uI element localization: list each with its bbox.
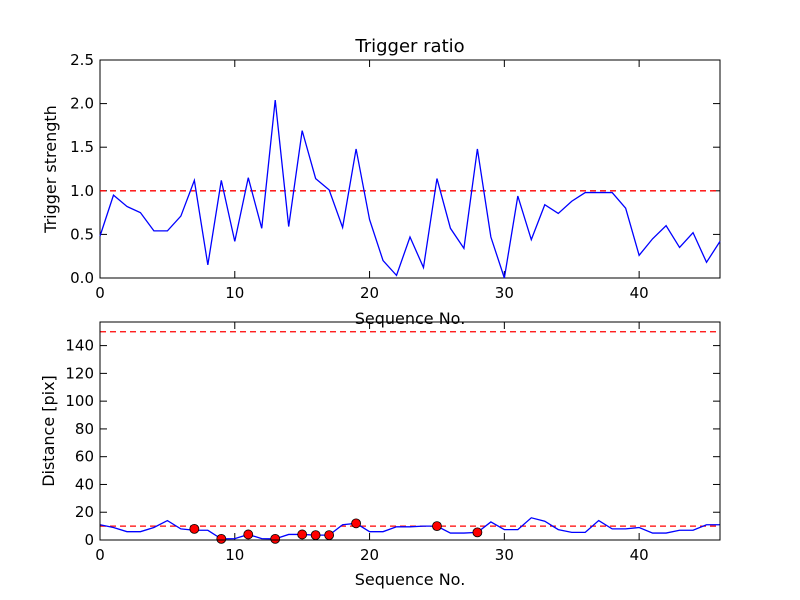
y-tick-label: 80 bbox=[75, 420, 94, 438]
y-tick-label: 140 bbox=[65, 337, 94, 355]
x-tick-label: 0 bbox=[95, 546, 105, 564]
y-tick-label: 1.0 bbox=[70, 182, 94, 200]
x-tick-label: 20 bbox=[360, 284, 379, 302]
trigger-ratio-chart: 0 10 20 30 40 0.0 0.5 1.0 1.5 2.0 2.5 Trigger rati… bbox=[41, 36, 721, 328]
y-axis-label: Distance [pix] bbox=[39, 375, 58, 487]
x-tick-label: 10 bbox=[225, 284, 244, 302]
plot-frame bbox=[99, 59, 721, 279]
x-tick-label: 20 bbox=[360, 546, 379, 564]
x-tick-label: 40 bbox=[630, 546, 649, 564]
y-tick-label: 0.5 bbox=[70, 225, 94, 243]
data-point-marker bbox=[324, 530, 335, 541]
data-point-marker bbox=[297, 529, 308, 540]
plot-frame bbox=[99, 321, 721, 541]
x-tick-label: 0 bbox=[95, 284, 105, 302]
series-line bbox=[99, 517, 720, 540]
x-tick-label: 30 bbox=[495, 284, 514, 302]
y-tick-label: 20 bbox=[75, 503, 94, 521]
y-tick-label: 120 bbox=[65, 364, 94, 382]
y-tick-label: 0 bbox=[84, 531, 94, 549]
x-tick-label: 30 bbox=[495, 546, 514, 564]
series-line bbox=[99, 100, 721, 279]
y-tick-label: 100 bbox=[65, 392, 94, 410]
x-axis-label: Sequence No. bbox=[355, 309, 466, 328]
x-tick-label: 40 bbox=[630, 284, 649, 302]
data-point-marker bbox=[432, 521, 442, 532]
plot-lines bbox=[99, 331, 720, 544]
data-point-marker bbox=[189, 523, 200, 534]
y-tick-label: 40 bbox=[75, 475, 94, 493]
chart-title: Trigger ratio bbox=[354, 36, 464, 57]
data-point-marker bbox=[216, 533, 227, 544]
y-tick-label: 0.0 bbox=[70, 269, 94, 287]
plot-lines bbox=[99, 100, 721, 279]
y-tick-label: 2.0 bbox=[70, 95, 94, 113]
distance-chart: 0 10 20 30 40 0 20 40 60 80 100 120 140 Distance [pi… bbox=[39, 321, 721, 589]
y-tick-label: 1.5 bbox=[70, 138, 94, 156]
x-tick-label: 10 bbox=[225, 546, 244, 564]
data-point-marker bbox=[243, 529, 254, 540]
x-axis-label: Sequence No. bbox=[355, 570, 466, 589]
data-point-marker bbox=[270, 533, 281, 544]
data-point-marker bbox=[351, 518, 361, 529]
y-tick-label: 60 bbox=[75, 448, 94, 466]
data-point-marker bbox=[472, 527, 483, 538]
y-tick-label: 2.5 bbox=[70, 51, 94, 69]
data-point-marker bbox=[310, 530, 321, 541]
axis-ticks: 0 10 20 30 40 0.0 0.5 1.0 1.5 2.0 2.5 bbox=[70, 51, 720, 302]
y-axis-label: Trigger strength bbox=[41, 105, 60, 234]
